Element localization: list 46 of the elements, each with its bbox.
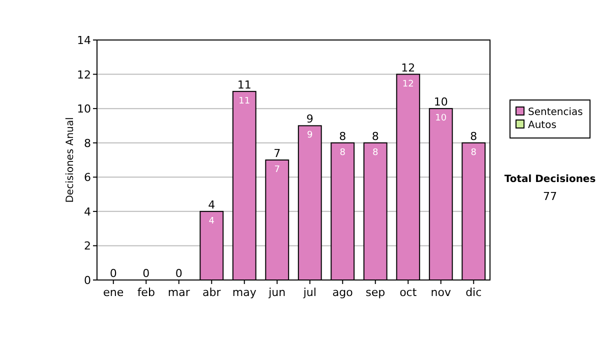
x-tick-label: dic: [466, 286, 482, 299]
data-label: 9: [307, 130, 314, 141]
text: 77: [543, 190, 557, 203]
x-tick-label: mar: [168, 286, 190, 299]
total-label: 12: [401, 61, 416, 74]
total-label: 0: [110, 267, 117, 280]
x-tick-label: oct: [400, 286, 418, 299]
legend-label: Sentencias: [528, 107, 583, 118]
total-label: 10: [434, 96, 448, 109]
data-label: 7: [274, 165, 280, 175]
x-tick-label: ago: [332, 286, 354, 299]
total-label: 8: [470, 130, 478, 143]
text: Total Decisiones: [504, 174, 596, 185]
total-label: 0: [142, 267, 150, 280]
total-label: 0: [175, 267, 182, 280]
y-tick-label: 4: [84, 205, 91, 218]
x-tick-label: jun: [268, 286, 286, 299]
y-tick-label: 6: [84, 171, 91, 184]
x-tick-label: may: [232, 286, 257, 299]
data-label: 4: [208, 216, 215, 226]
total-label: 8: [339, 130, 346, 143]
x-tick-label: feb: [137, 286, 155, 299]
y-tick-label: 0: [84, 274, 91, 287]
y-tick-label: 12: [77, 68, 91, 82]
y-tick-label: 8: [84, 136, 91, 150]
y-tick-label: 10: [77, 102, 91, 116]
data-label: 10: [435, 114, 447, 124]
x-tick-label: jul: [302, 286, 316, 299]
data-label: 12: [402, 79, 414, 90]
y-tick-label: 14: [77, 34, 91, 47]
data-label: 8: [340, 148, 346, 158]
data-label: 8: [470, 148, 477, 158]
total-label: 4: [208, 198, 216, 212]
total-label: 7: [274, 147, 281, 160]
y-axis-title: Decisiones Anual: [65, 117, 76, 203]
total-label: 11: [237, 78, 252, 92]
data-label: 11: [238, 96, 250, 106]
x-tick-label: nov: [430, 286, 452, 299]
total-label: 9: [306, 112, 314, 126]
x-tick-label: sep: [366, 286, 386, 299]
data-label: 8: [372, 148, 379, 158]
y-tick-label: 2: [84, 240, 91, 253]
total-label: 8: [372, 130, 379, 143]
legend-label: Autos: [528, 120, 556, 131]
x-tick-label: ene: [103, 286, 124, 299]
x-tick-label: abr: [202, 286, 222, 299]
